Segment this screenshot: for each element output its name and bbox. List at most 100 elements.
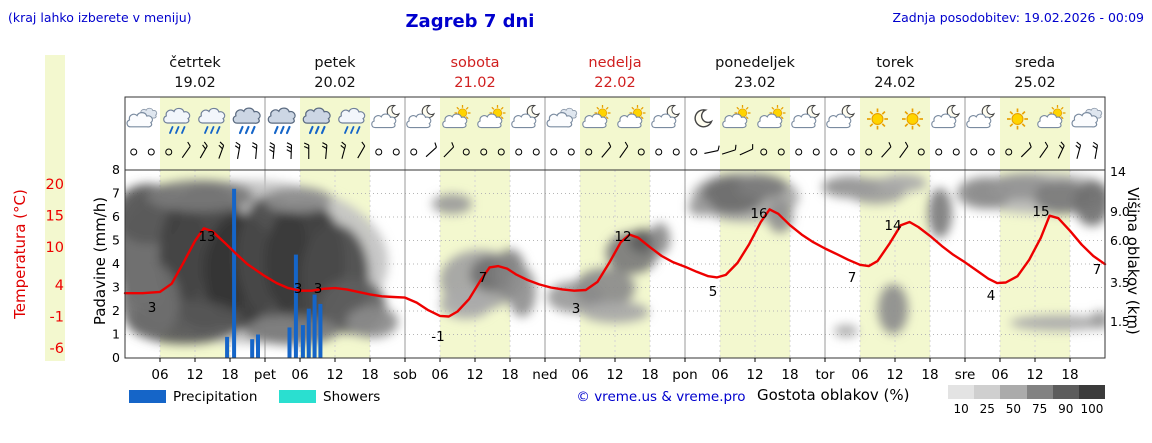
weather-icon-psun: [757, 104, 786, 129]
weather-icon-psun: [1037, 104, 1066, 129]
wind-barb-icon: [269, 142, 275, 160]
precipitation-bar: [293, 254, 298, 358]
weather-icon-psun: [582, 104, 611, 129]
cloud-density-blob: [1074, 180, 1105, 226]
time-axis-tick: 18: [361, 367, 378, 383]
last-updated-text: Zadnja posodobitev: 19.02.2026 - 00:09: [892, 10, 1144, 25]
wind-calm-icon: [917, 148, 925, 156]
wind-barb-icon: [1092, 141, 1099, 159]
weather-icon-psun: [442, 104, 471, 129]
weather-icon-mcloud: [371, 104, 401, 129]
cloud-density-blob: [1090, 311, 1105, 329]
precip-axis-tick: 4: [112, 256, 120, 271]
wind-barb-icon: [1057, 141, 1065, 159]
wind-barb-icon: [1075, 141, 1082, 159]
cloud-density-scale-segment: [974, 385, 1001, 399]
time-axis-tick: 06: [571, 367, 588, 383]
wind-barb-icon: [357, 141, 366, 159]
cloud-density-blob: [508, 267, 536, 317]
cloud-density-blob: [125, 262, 180, 338]
time-axis-tick: 18: [221, 367, 238, 383]
left-accent-strip: [45, 55, 65, 361]
time-axis-tick: 18: [921, 367, 938, 383]
time-axis-tick: 18: [641, 367, 658, 383]
day-date-label: 19.02: [174, 75, 216, 91]
cloud-density-scale-value: 25: [979, 402, 995, 416]
time-axis-tick: 18: [501, 367, 518, 383]
showers-legend-swatch: [279, 390, 316, 403]
time-axis-tick: 12: [606, 367, 623, 383]
temp-axis-tick: 15: [46, 209, 64, 225]
time-axis-tick: 12: [186, 367, 203, 383]
wind-barb-icon: [601, 141, 612, 158]
temperature-value-label: 16: [750, 206, 767, 222]
cloud-density-legend-label: Gostota oblakov (%): [757, 386, 910, 404]
wind-calm-icon: [462, 148, 470, 156]
temperature-value-label: 5: [709, 284, 718, 300]
wind-barb-icon: [1020, 142, 1032, 158]
weather-icon-mcloud: [651, 104, 681, 129]
temperature-value-label: 3: [148, 300, 157, 316]
time-axis-tick: 06: [291, 367, 308, 383]
weather-icon-rain: [198, 107, 226, 134]
wind-calm-icon: [672, 148, 680, 156]
day-date-label: 21.02: [454, 75, 496, 91]
cloud-density-scale-segment: [1052, 385, 1079, 399]
cloud-density-blob: [581, 301, 649, 323]
wind-calm-icon: [515, 148, 523, 156]
weather-icon-sun: [1007, 108, 1028, 130]
temperature-value-label: -1: [431, 329, 444, 345]
precip-axis-tick: 1: [112, 327, 120, 342]
precipitation-bar: [232, 188, 237, 358]
day-name-label: nedelja: [588, 55, 641, 71]
wind-barb-icon: [234, 141, 241, 159]
wind-barb-icon: [721, 144, 737, 155]
cloud-density-scale-segment: [948, 385, 975, 399]
weather-icon-mcloud: [791, 104, 821, 129]
weather-icon-moon: [694, 109, 713, 128]
wind-barb-icon: [739, 144, 754, 156]
cloud-density-scale-segment: [1026, 385, 1053, 399]
wind-barb-icon: [704, 145, 720, 154]
temperature-value-label: 3: [294, 281, 303, 297]
time-axis-tick: 12: [326, 367, 343, 383]
precip-axis-tick: 7: [112, 186, 120, 201]
temperature-value-label: 7: [848, 270, 857, 286]
wind-calm-icon: [165, 148, 173, 156]
precip-axis-tick: 0: [112, 350, 120, 365]
day-date-label: 22.02: [594, 75, 636, 91]
precipitation-bar: [225, 336, 230, 358]
cloud-axis-tick: 1.5: [1110, 314, 1130, 329]
time-axis-tick: 18: [1061, 367, 1078, 383]
cloud-density-blob: [928, 188, 952, 238]
weather-icon-mcloud: [931, 104, 961, 129]
wind-calm-icon: [392, 148, 400, 156]
precipitation-legend-swatch: [129, 390, 166, 403]
day-date-label: 23.02: [734, 75, 776, 91]
time-axis-tick: tor: [815, 367, 835, 383]
temp-axis-tick: 20: [46, 177, 64, 193]
time-axis-tick: ned: [532, 367, 557, 383]
wind-calm-icon: [935, 148, 943, 156]
time-axis-tick: pet: [254, 367, 276, 383]
wind-calm-icon: [567, 148, 575, 156]
day-date-label: 25.02: [1014, 75, 1056, 91]
weather-icon-mcloud: [511, 104, 541, 129]
temperature-value-label: 4: [987, 288, 996, 304]
temperature-curve: [123, 208, 1107, 318]
time-axis-tick: 06: [851, 367, 868, 383]
weather-icon-psun: [617, 104, 646, 129]
cloud-density-scale-value: 10: [953, 402, 969, 416]
temperature-value-label: 3: [572, 301, 581, 317]
daytime-band: [1000, 97, 1070, 358]
credit-link[interactable]: © vreme.us & vreme.pro: [576, 389, 746, 405]
temp-axis-tick: 4: [55, 278, 64, 294]
precip-axis-tick: 6: [112, 209, 120, 224]
wind-calm-icon: [795, 148, 803, 156]
precipitation-bar: [287, 327, 292, 358]
wind-calm-icon: [847, 148, 855, 156]
cloud-density-blob: [737, 175, 787, 199]
time-axis-tick: 12: [466, 367, 483, 383]
showers-legend-label: Showers: [323, 389, 381, 405]
weather-icon-rain: [163, 107, 191, 134]
